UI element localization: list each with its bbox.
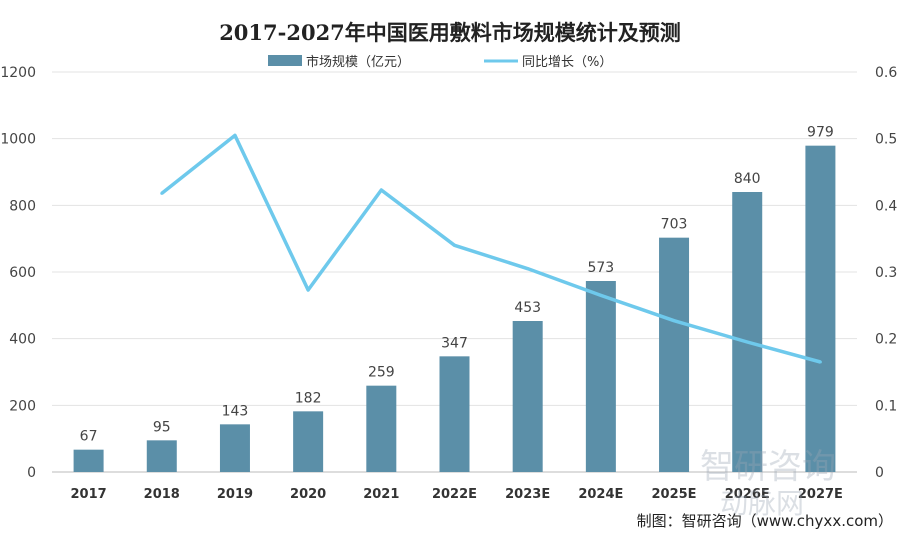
bar bbox=[659, 237, 690, 472]
growth-point bbox=[526, 267, 530, 271]
growth-point bbox=[672, 319, 676, 323]
y2-tick-label: 0.4 bbox=[875, 198, 897, 214]
legend-line-label: 同比增长（%） bbox=[522, 55, 612, 70]
x-tick-label: 2026E bbox=[725, 487, 770, 502]
x-tick-label: 2018 bbox=[144, 487, 180, 502]
bar-data-label: 259 bbox=[368, 365, 395, 381]
bar-data-label: 143 bbox=[222, 403, 249, 419]
y-tick-label: 1200 bbox=[0, 65, 36, 81]
y-tick-label: 800 bbox=[9, 198, 36, 214]
bar bbox=[366, 385, 397, 472]
y2-tick-label: 0.6 bbox=[875, 65, 897, 81]
x-tick-label: 2020 bbox=[290, 487, 326, 502]
x-tick-label: 2024E bbox=[578, 487, 623, 502]
y2-tick-label: 0.2 bbox=[875, 332, 897, 348]
legend-bar-swatch bbox=[268, 55, 302, 66]
bar-data-label: 347 bbox=[441, 335, 468, 351]
bar bbox=[73, 449, 104, 472]
growth-point bbox=[233, 133, 237, 137]
bar-data-label: 182 bbox=[295, 390, 322, 406]
bar-data-label: 67 bbox=[80, 429, 98, 445]
chart-title: 2017-2027年中国医用敷料市场规模统计及预测 bbox=[219, 20, 681, 45]
growth-point bbox=[379, 188, 383, 192]
y2-tick-label: 0.5 bbox=[875, 132, 897, 148]
bar bbox=[146, 440, 177, 472]
y2-tick-label: 0.3 bbox=[875, 265, 897, 281]
source-note: 制图：智研咨询（www.chyxx.com） bbox=[637, 512, 893, 530]
legend: 市场规模（亿元） 同比增长（%） bbox=[268, 54, 612, 70]
growth-point bbox=[160, 191, 164, 195]
growth-point bbox=[818, 360, 822, 364]
y-tick-label: 200 bbox=[9, 398, 36, 414]
x-tick-label: 2023E bbox=[505, 487, 550, 502]
x-tick-label: 2021 bbox=[363, 487, 399, 502]
x-tick-label: 2027E bbox=[798, 487, 843, 502]
x-tick-label: 2022E bbox=[432, 487, 477, 502]
y-tick-label: 400 bbox=[9, 332, 36, 348]
growth-point bbox=[306, 288, 310, 292]
y2-tick-label: 0 bbox=[875, 465, 884, 481]
y-tick-label: 0 bbox=[27, 465, 36, 481]
bar-data-label: 979 bbox=[807, 125, 834, 141]
growth-point bbox=[599, 293, 603, 297]
bar-data-label: 95 bbox=[153, 419, 171, 435]
growth-line bbox=[160, 133, 821, 364]
bar bbox=[439, 356, 470, 472]
legend-bar-label: 市场规模（亿元） bbox=[306, 54, 410, 70]
bar bbox=[293, 411, 324, 472]
bar-data-label: 453 bbox=[514, 300, 541, 316]
bar bbox=[219, 424, 250, 472]
y-tick-label: 600 bbox=[9, 265, 36, 281]
bar-data-label: 840 bbox=[734, 171, 761, 187]
x-tick-label: 2025E bbox=[652, 487, 697, 502]
x-tick-label: 2019 bbox=[217, 487, 253, 502]
bar bbox=[805, 145, 836, 472]
y2-tick-label: 0.1 bbox=[875, 398, 897, 414]
bar-data-label: 573 bbox=[587, 260, 614, 276]
growth-point bbox=[453, 243, 456, 247]
x-tick-label: 2017 bbox=[70, 487, 106, 502]
bar bbox=[732, 192, 763, 472]
y-tick-label: 1000 bbox=[0, 132, 36, 148]
growth-point bbox=[745, 340, 749, 344]
watermark-zhiyan: 智研咨询 bbox=[700, 447, 836, 487]
watermark-dongmai: 动脉网 bbox=[720, 487, 804, 520]
bar bbox=[512, 321, 543, 472]
bar-data-label: 703 bbox=[661, 217, 688, 233]
bar bbox=[585, 281, 616, 472]
